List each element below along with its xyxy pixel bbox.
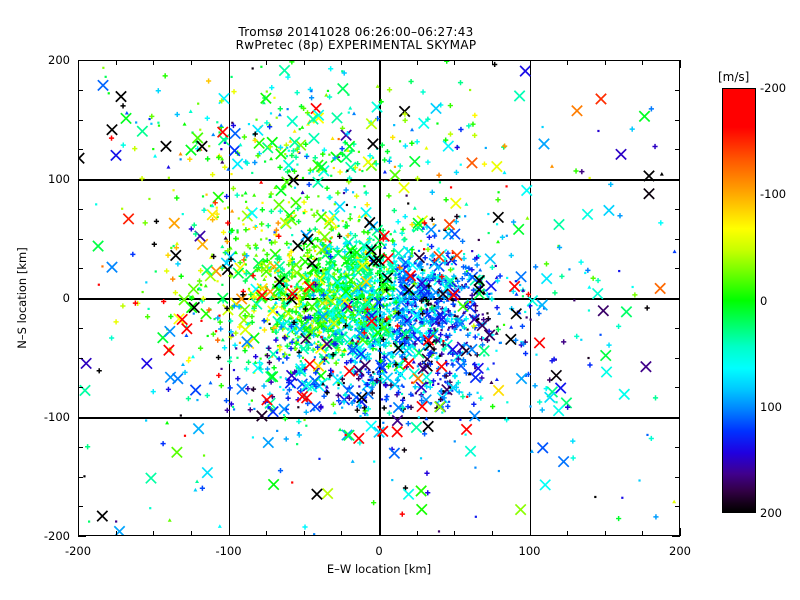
ytick-minor	[78, 149, 83, 151]
xtick-top-minor	[228, 60, 230, 68]
ytick-right-minor	[675, 506, 680, 508]
x-axis-title: E–W location [km]	[326, 562, 432, 576]
x-tick-label: 0	[375, 544, 383, 558]
xtick-minor	[78, 528, 79, 536]
x-tick-label: -100	[215, 544, 242, 558]
ytick-right-minor	[672, 536, 680, 537]
xtick-top-minor	[642, 60, 644, 65]
colorbar-tick-label: 0	[760, 293, 768, 308]
ytick-minor	[78, 446, 83, 448]
xtick-minor	[680, 528, 681, 536]
ytick-minor	[78, 119, 83, 121]
ytick-right-minor	[675, 446, 680, 448]
ytick-right-minor	[672, 298, 680, 299]
xtick-top-minor	[190, 60, 192, 65]
y-tick-label: -100	[43, 410, 70, 424]
scatter-markers	[79, 61, 677, 535]
ytick-minor	[78, 387, 83, 389]
xtick-minor	[341, 531, 343, 536]
ytick-right-minor	[675, 149, 680, 151]
ytick-right-minor	[672, 179, 680, 180]
colorbar	[722, 88, 756, 513]
xtick-minor	[303, 531, 305, 536]
xtick-minor	[266, 531, 268, 536]
xtick-top-minor	[266, 60, 268, 65]
ytick-minor	[78, 506, 83, 508]
xtick-minor	[454, 531, 456, 536]
y-axis-title: N–S location [km]	[15, 247, 29, 349]
xtick-minor	[379, 528, 380, 536]
xtick-minor	[416, 531, 418, 536]
xtick-top-minor	[78, 60, 79, 68]
xtick-top-minor	[379, 60, 380, 68]
ytick-minor	[78, 60, 86, 61]
colorbar-tick-label: 100	[760, 399, 782, 414]
ytick-minor	[78, 476, 83, 478]
xtick-top-minor	[341, 60, 343, 65]
xtick-minor	[190, 531, 192, 536]
colorbar-title: [m/s]	[718, 70, 750, 84]
ytick-right-minor	[675, 119, 680, 121]
xtick-minor	[604, 531, 606, 536]
ytick-minor	[78, 536, 86, 537]
y-tick-label: -200	[43, 529, 70, 543]
ytick-minor	[78, 268, 83, 270]
figure-title: Tromsø 20141028 06:26:00–06:27:43 RwPret…	[0, 26, 712, 52]
title-line-2: RwPretec (8p) EXPERIMENTAL SKYMAP	[235, 38, 477, 52]
ytick-minor	[78, 417, 86, 418]
xtick-minor	[567, 531, 569, 536]
colorbar-tick-label: -100	[760, 187, 787, 202]
ytick-minor	[78, 298, 86, 299]
xtick-minor	[642, 531, 644, 536]
xtick-top-minor	[454, 60, 456, 65]
ytick-right-minor	[675, 208, 680, 210]
y-tick-label: 100	[48, 172, 70, 186]
xtick-top-minor	[303, 60, 305, 65]
ytick-minor	[78, 327, 83, 329]
x-tick-label: 200	[669, 544, 691, 558]
y-tick-label: 0	[62, 291, 70, 305]
xtick-top-minor	[604, 60, 606, 65]
colorbar-tick-label: -200	[760, 81, 787, 95]
xtick-top-minor	[153, 60, 155, 65]
xtick-minor	[115, 531, 117, 536]
xtick-top-minor	[567, 60, 569, 65]
colorbar-tick-label: 200	[760, 506, 782, 520]
gridline-y-neg100	[79, 417, 679, 419]
xtick-top-minor	[491, 60, 493, 65]
ytick-minor	[78, 89, 83, 91]
xtick-minor	[153, 531, 155, 536]
ytick-right-minor	[675, 238, 680, 240]
xtick-top-minor	[115, 60, 117, 65]
xtick-minor	[491, 531, 493, 536]
ytick-minor	[78, 179, 86, 180]
xtick-top-minor	[680, 60, 681, 68]
ytick-minor	[78, 208, 83, 210]
colorbar-gradient	[722, 88, 756, 513]
ytick-minor	[78, 357, 83, 359]
x-tick-label: 100	[518, 544, 541, 558]
ytick-right-minor	[675, 387, 680, 389]
ytick-right-minor	[675, 476, 680, 478]
ytick-minor	[78, 238, 83, 240]
gridline-x-neg100	[228, 61, 231, 535]
xtick-top-minor	[416, 60, 418, 65]
xtick-top-minor	[529, 60, 531, 68]
y-tick-label: 200	[48, 53, 70, 67]
gridline-y-pos100	[79, 179, 679, 181]
ytick-right-minor	[672, 417, 680, 418]
ytick-right-minor	[675, 89, 680, 91]
title-line-1: Tromsø 20141028 06:26:00–06:27:43	[238, 25, 474, 39]
xtick-minor	[228, 528, 230, 536]
x-tick-label: -200	[64, 544, 92, 558]
ytick-right-minor	[675, 268, 680, 270]
ytick-right-minor	[675, 327, 680, 329]
ytick-right-minor	[672, 60, 680, 61]
xtick-minor	[529, 528, 531, 536]
ytick-right-minor	[675, 357, 680, 359]
plot-area	[78, 60, 680, 536]
